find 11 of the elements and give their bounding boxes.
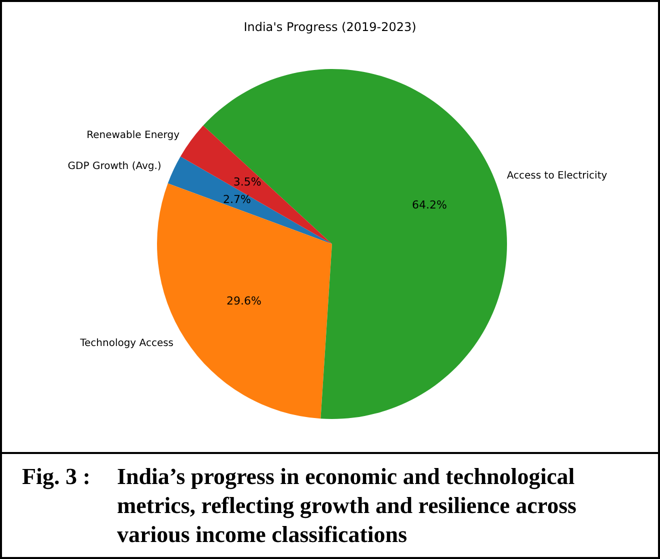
slice-label: GDP Growth (Avg.) bbox=[68, 160, 162, 172]
data-label: 29.6% bbox=[226, 294, 262, 308]
chart-title: India's Progress (2019-2023) bbox=[244, 20, 416, 34]
data-label: 3.5% bbox=[233, 175, 262, 188]
slice-label: Renewable Energy bbox=[86, 130, 180, 142]
slice-label: Access to Electricity bbox=[506, 170, 608, 182]
data-label: 64.2% bbox=[412, 198, 447, 212]
text: India’s progress in economic and technological metrics, reflecting growth and resilience across various income classifications bbox=[117, 463, 578, 549]
slice-label: Technology Access bbox=[79, 338, 174, 350]
caption: Fig. 3 : bbox=[22, 463, 92, 492]
data-label: 2.7% bbox=[222, 192, 251, 206]
